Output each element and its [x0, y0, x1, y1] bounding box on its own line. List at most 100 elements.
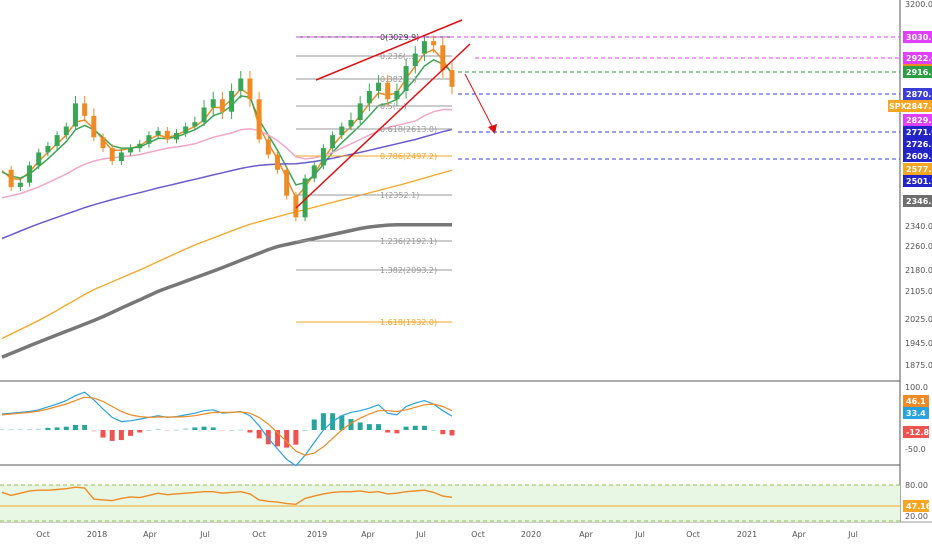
macd-hist-bar: [275, 430, 281, 447]
candle-body: [330, 135, 336, 149]
price-tag-label: 2726.5: [906, 140, 932, 149]
macd-hist-bar: [82, 424, 88, 430]
macd-tag: [903, 395, 929, 407]
x-tick-label: 2019: [307, 530, 327, 539]
price-level-lines: [296, 36, 900, 160]
candle-body: [229, 90, 235, 112]
macd-hist-bar: [173, 429, 179, 431]
price-tag: [903, 175, 932, 187]
line-ema-mid: [1, 58, 453, 186]
price-tag: [903, 66, 932, 78]
candle-body: [302, 178, 308, 218]
macd-hist-bar: [421, 425, 427, 430]
fib-label: 1.236(2192.1): [380, 237, 437, 246]
candle-body: [72, 103, 78, 127]
fibonacci-levels: 0(3029.9) 0.236(...) 0.382(...) 0.5(...) 0.6…: [296, 33, 452, 327]
macd-hist-bar: [449, 430, 455, 436]
y-tick-label: 2260.0: [905, 242, 932, 251]
fib-label: 0.618(2613.0): [380, 125, 437, 134]
candle-body: [100, 137, 106, 149]
macd-hist-bar: [155, 428, 161, 430]
price-tag: [903, 126, 932, 138]
x-tick-label: 2021: [737, 530, 757, 539]
symbol-tag-label: SPX: [889, 102, 908, 111]
y-tick-label: 2105.0: [905, 287, 932, 296]
y-axis: 3200.0 2340.0 2260.0 2180.0 2105.0 2025.0 1945…: [905, 0, 932, 521]
macd-hist-bar: [339, 415, 345, 430]
price-tag: [903, 100, 932, 112]
rsi-y-tick-label: 80.00: [905, 481, 928, 490]
x-tick-label: Jul: [847, 530, 858, 539]
price-tags: 3030.12922.02907.82916.52870.52847.12829…: [888, 31, 932, 512]
macd-hist-bar: [192, 427, 198, 430]
x-tick-label: Oct: [471, 530, 485, 539]
macd-y-tick-label: 100.0: [905, 383, 928, 392]
x-tick-label: Oct: [252, 530, 266, 539]
rsi-y-tick-label: 20.00: [905, 512, 928, 521]
trend-drawings: [295, 19, 497, 209]
macd-hist-bar: [137, 430, 143, 433]
candle-body: [210, 99, 216, 108]
candle-body: [366, 90, 372, 104]
candle-body: [275, 154, 281, 170]
candle-body: [431, 41, 437, 46]
candle-body: [17, 182, 23, 188]
main-moving-averages: [1, 48, 453, 359]
rsi-panel: [1, 486, 453, 506]
price-tag-label: 2847.1: [906, 102, 932, 111]
candle-body: [412, 53, 418, 67]
macd-hist-bar: [0, 429, 5, 431]
macd-hist-bar: [431, 430, 437, 431]
candle-body: [173, 132, 179, 140]
rsi-band: [0, 484, 900, 522]
macd-hist-bar: [385, 430, 391, 433]
macd-hist-bar: [284, 430, 290, 448]
price-tag: [903, 88, 932, 100]
macd-hist-bar: [100, 430, 106, 438]
macd-hist-bar: [201, 426, 207, 430]
rsi-tag: [903, 500, 929, 512]
candle-body: [385, 82, 391, 100]
y-tick-label: 1945.0: [905, 339, 932, 348]
candle-body: [91, 115, 97, 138]
candle-body: [357, 103, 363, 120]
macd-hist-bar: [91, 430, 97, 432]
fib-label: 0.382(...): [380, 75, 417, 84]
y-tick-label: 2025.0: [905, 315, 932, 324]
candle-body: [63, 126, 69, 136]
x-tick-label: Apr: [143, 530, 158, 539]
candle-body: [155, 130, 161, 136]
macd-hist-bar: [63, 426, 69, 430]
macd-tag: [903, 426, 929, 438]
candle-body: [164, 130, 170, 140]
macd-hist-bar: [357, 422, 363, 430]
candle-body: [219, 99, 225, 112]
macd-tag-label: 33.4: [906, 409, 926, 418]
price-tag: [903, 138, 932, 150]
macd-hist-bar: [265, 430, 271, 445]
fib-label: 0.5(...): [380, 102, 407, 111]
candle-body: [320, 148, 326, 166]
price-tag-label: 2870.5: [906, 90, 932, 99]
price-tag: [903, 52, 932, 64]
candle-body: [256, 99, 262, 140]
candle-body: [376, 82, 382, 91]
macd-hist-bar: [302, 430, 308, 431]
price-tag: [903, 163, 932, 175]
macd-hist-bar: [238, 429, 244, 431]
price-tag-label: 2829.3: [906, 116, 932, 125]
y-tick-label: 1875.0: [905, 361, 932, 370]
candle-body: [311, 165, 317, 179]
signal-line: [1, 396, 453, 456]
macd-hist-bar: [45, 427, 51, 430]
macd-hist-bar: [256, 430, 262, 439]
price-tag: [903, 150, 932, 162]
fib-label: 1(2352.1): [380, 191, 419, 200]
macd-y-tick-label: -50.0: [905, 445, 926, 454]
price-tag: [903, 114, 932, 126]
candle-body: [128, 148, 134, 153]
macd-hist-bar: [17, 429, 23, 431]
candle-body: [183, 126, 189, 133]
y-tick-label: 2180.0: [905, 266, 932, 275]
